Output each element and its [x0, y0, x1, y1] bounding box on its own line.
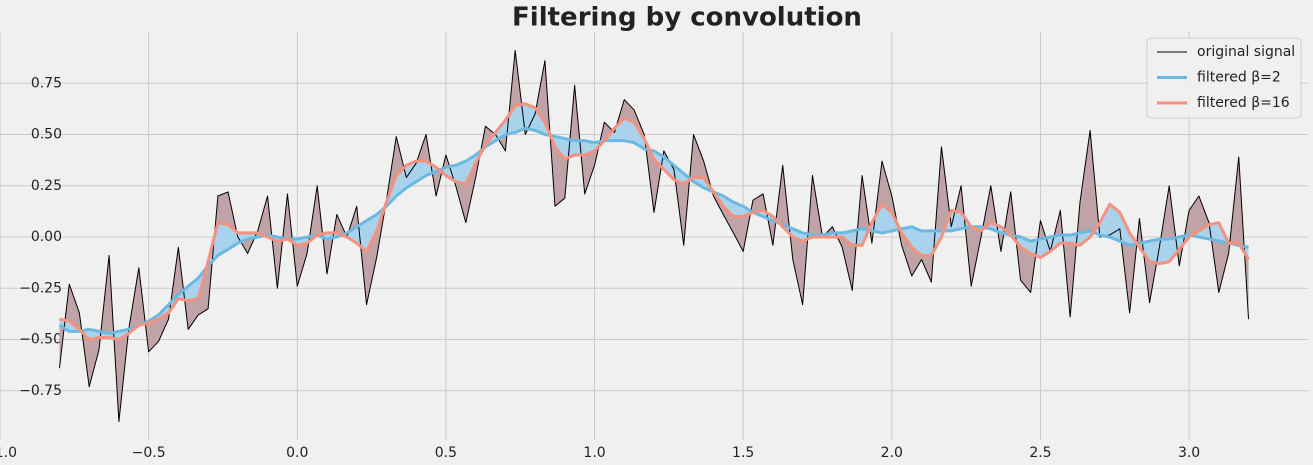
y-tick-label: 0.00 — [31, 229, 62, 245]
x-tick-label: 2.0 — [881, 445, 903, 461]
y-tick-label: −0.75 — [19, 383, 62, 399]
x-tick-label: −1.0 — [0, 445, 17, 461]
y-tick-label: 0.50 — [31, 127, 62, 143]
x-tick-label: 0.0 — [286, 445, 308, 461]
y-tick-label: 0.25 — [31, 178, 62, 194]
line — [59, 102, 1250, 342]
legend-label: filtered β=16 — [1197, 95, 1290, 111]
legend-label: filtered β=2 — [1197, 70, 1281, 86]
line — [58, 126, 1249, 335]
x-tick-label: 1.5 — [732, 445, 754, 461]
y-tick-label: −0.25 — [19, 280, 62, 296]
x-tick-label: 3.0 — [1178, 445, 1200, 461]
y-tick-label: 0.75 — [31, 75, 62, 91]
y-tick-label: −0.50 — [19, 332, 62, 348]
chart-title: Filtering by convolution — [512, 3, 862, 33]
x-tick-label: −0.5 — [132, 445, 166, 461]
x-tick-label: 2.5 — [1029, 445, 1051, 461]
legend-label: original signal — [1197, 44, 1295, 60]
legend-box — [1146, 37, 1302, 119]
x-tick-label: 0.5 — [435, 445, 457, 461]
x-tick-label: 1.0 — [583, 445, 605, 461]
